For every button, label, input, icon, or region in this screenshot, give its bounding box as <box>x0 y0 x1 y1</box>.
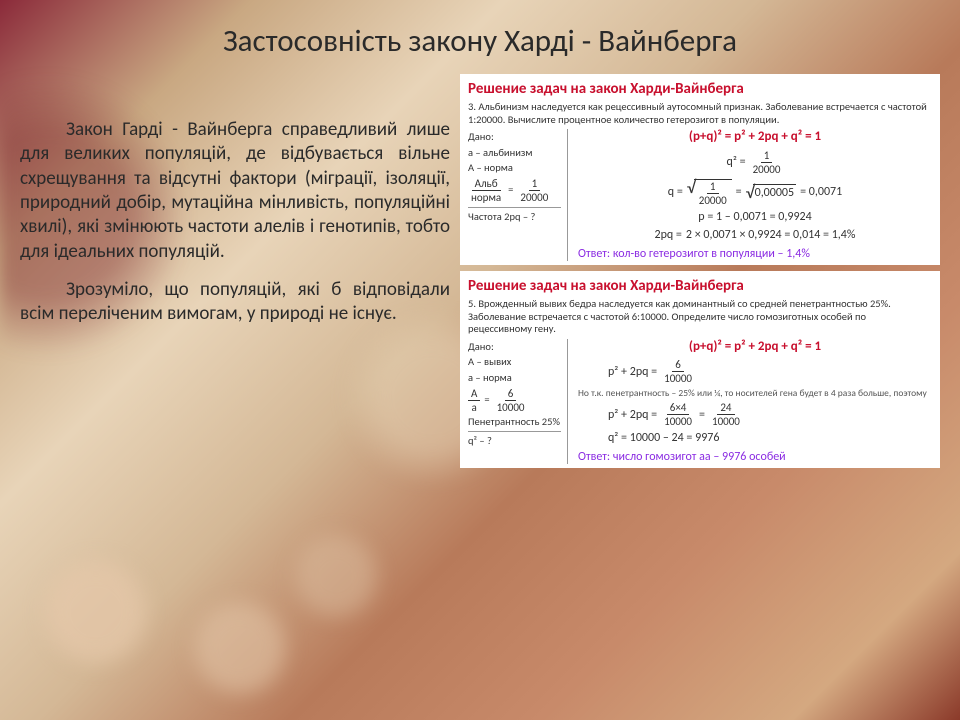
ratio-bottom: a <box>469 401 480 413</box>
panel2-answer: Ответ: число гомозигот aa – 9976 особей <box>578 450 932 464</box>
ratio-num: 6 <box>505 388 517 401</box>
given-penetrance: Пенетрантность 25% <box>468 416 561 429</box>
panel1-given: Дано: a – альбинизм А – норма Альб норма… <box>468 129 568 261</box>
penetrance-note: Но т.к. пенетрантность – 25% или ¼, то н… <box>578 388 932 399</box>
twopq-line: 2pq = 2 × 0,0071 × 0,9924 = 0,014 = 1,4% <box>578 228 932 242</box>
paragraph-2: Зрозуміло, що популяцій, які б відповіда… <box>20 278 450 327</box>
ratio-bottom: норма <box>468 191 504 203</box>
left-text-column: Закон Гарді - Вайнберга справедливий лиш… <box>20 70 450 468</box>
given-line: А – норма <box>468 162 561 175</box>
given-ratio: A a = 6 10000 <box>468 388 561 413</box>
adjusted-freq-line: p² + 2pq = 6×4 10000 = 24 10000 <box>578 402 932 427</box>
given-ratio: Альб норма = 1 20000 <box>468 178 561 203</box>
panel1-answer: Ответ: кол-во гетерозигот в популяции – … <box>578 247 932 261</box>
right-panels-column: Решение задач на закон Харди-Вайнберга 3… <box>460 70 940 468</box>
ratio-top: A <box>468 388 480 401</box>
q-squared-line: q² = 1 20000 <box>578 150 932 175</box>
given-find: Частота 2pq – ? <box>468 207 561 224</box>
ratio-num: 1 <box>529 178 541 191</box>
panel1-heading: Решение задач на закон Харди-Вайнберга <box>468 80 932 98</box>
p-line: p = 1 – 0,0071 = 0,9924 <box>578 210 932 224</box>
given-label: Дано: <box>468 131 561 144</box>
given-line: A – вывих <box>468 356 561 369</box>
panel1-calc: (p+q)² = p² + 2pq + q² = 1 q² = 1 20000 … <box>578 129 932 261</box>
q-line: q = 1 20000 = 0,00005 = 0,0071 <box>578 179 932 206</box>
solution-panel-2: Решение задач на закон Харди-Вайнберга 5… <box>460 271 940 468</box>
given-label: Дано: <box>468 341 561 354</box>
solution-panel-1: Решение задач на закон Харди-Вайнберга 3… <box>460 74 940 265</box>
panel1-problem: 3. Альбинизм наследуется как рецессивный… <box>468 101 932 126</box>
ratio-top: Альб <box>472 178 501 191</box>
paragraph-1: Закон Гарді - Вайнберга справедливий лиш… <box>20 118 450 264</box>
panel2-problem: 5. Врожденный вывих бедра наследуется ка… <box>468 298 932 336</box>
panel2-calc: (p+q)² = p² + 2pq + q² = 1 p² + 2pq = 6 … <box>578 339 932 464</box>
ratio-den: 10000 <box>494 401 528 413</box>
hw-equation: (p+q)² = p² + 2pq + q² = 1 <box>578 129 932 145</box>
ratio-den: 20000 <box>517 191 551 203</box>
given-line: a – норма <box>468 372 561 385</box>
hw-equation: (p+q)² = p² + 2pq + q² = 1 <box>578 339 932 355</box>
given-find: q² – ? <box>468 431 561 448</box>
given-line: a – альбинизм <box>468 147 561 160</box>
content-area: Закон Гарді - Вайнберга справедливий лиш… <box>0 70 960 468</box>
q2-result-line: q² = 10000 – 24 = 9976 <box>578 431 932 445</box>
panel2-heading: Решение задач на закон Харди-Вайнберга <box>468 277 932 295</box>
panel2-given: Дано: A – вывих a – норма A a = 6 1000 <box>468 339 568 464</box>
dominant-freq-line: p² + 2pq = 6 10000 <box>578 359 932 384</box>
slide-title: Застосовність закону Харді - Вайнберга <box>0 0 960 70</box>
